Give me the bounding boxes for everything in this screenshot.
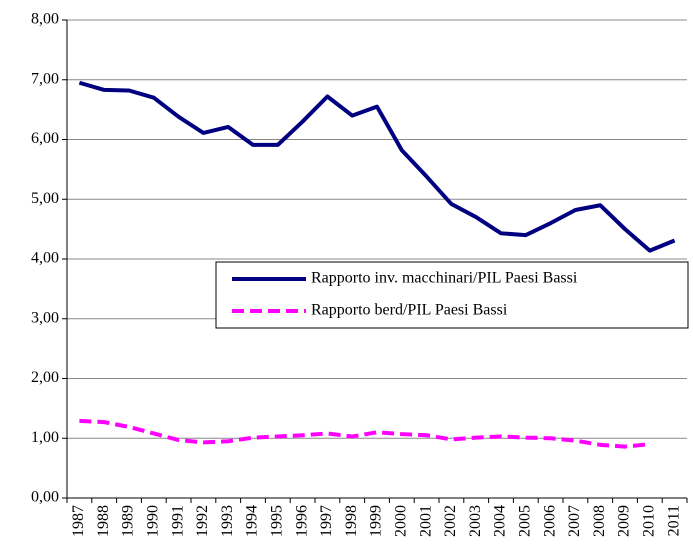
x-tick-label: 1992 xyxy=(194,505,211,537)
x-tick-label: 1989 xyxy=(120,505,137,537)
legend-label: Rapporto berd/PIL Paesi Bassi xyxy=(311,302,508,319)
x-tick-label: 1990 xyxy=(144,505,161,537)
x-tick-label: 1995 xyxy=(268,505,285,537)
x-tick-label: 1999 xyxy=(368,505,385,537)
y-tick-label: 2,00 xyxy=(31,369,59,386)
x-tick-label: 2000 xyxy=(392,505,409,537)
x-tick-label: 2003 xyxy=(467,505,484,537)
x-tick-label: 1991 xyxy=(169,505,186,537)
x-tick-label: 2008 xyxy=(591,505,608,537)
x-tick-label: 1994 xyxy=(244,505,261,537)
x-tick-label: 2006 xyxy=(541,505,558,537)
x-tick-label: 2011 xyxy=(665,505,682,536)
y-tick-label: 6,00 xyxy=(31,130,59,147)
x-tick-label: 2004 xyxy=(492,505,509,537)
y-tick-label: 7,00 xyxy=(31,70,59,87)
y-tick-label: 5,00 xyxy=(31,190,59,207)
x-tick-label: 2005 xyxy=(516,505,533,537)
legend-box xyxy=(215,261,689,329)
x-tick-label: 2009 xyxy=(616,505,633,537)
x-tick-label: 1993 xyxy=(219,505,236,537)
series-line xyxy=(79,418,650,449)
x-tick-label: 1997 xyxy=(318,505,335,537)
y-tick-label: 1,00 xyxy=(31,429,59,446)
series-line xyxy=(78,80,676,253)
x-tick-label: 2010 xyxy=(640,505,657,537)
x-tick-label: 1988 xyxy=(95,505,112,537)
y-tick-label: 3,00 xyxy=(31,309,59,326)
x-tick-label: 1996 xyxy=(293,505,310,537)
x-tick-label: 2001 xyxy=(417,505,434,537)
x-tick-label: 2002 xyxy=(442,505,459,537)
y-tick-label: 0,00 xyxy=(31,489,59,506)
x-tick-label: 1987 xyxy=(70,505,87,537)
x-tick-label: 1998 xyxy=(343,505,360,537)
x-tick-label: 2007 xyxy=(566,505,583,537)
legend-label: Rapporto inv. macchinari/PIL Paesi Bassi xyxy=(311,270,578,287)
y-tick-label: 8,00 xyxy=(31,11,59,28)
y-tick-label: 4,00 xyxy=(31,250,59,267)
